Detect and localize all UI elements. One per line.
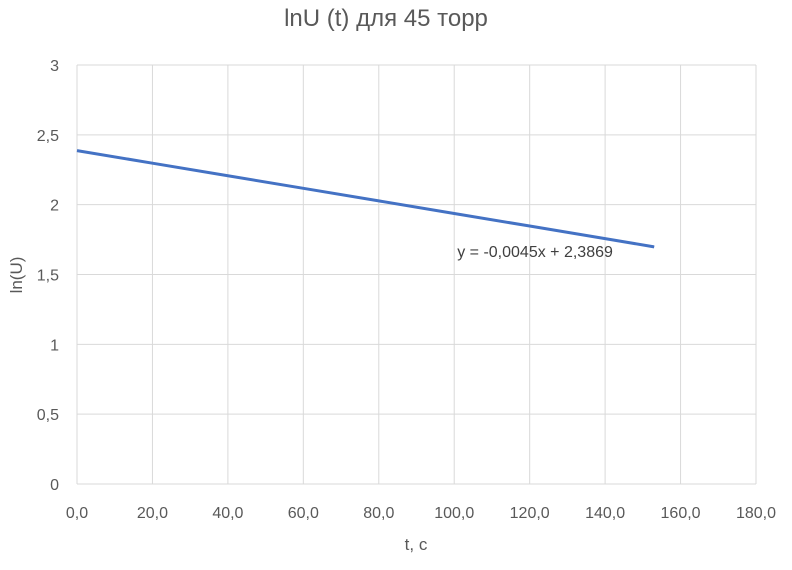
x-tick-label: 140,0: [585, 505, 625, 522]
y-tick-labels: 0 0,5 1 1,5 2 2,5 3: [37, 58, 59, 494]
x-tick-label: 180,0: [736, 505, 776, 522]
x-tick-label: 100,0: [434, 505, 474, 522]
x-tick-label: 160,0: [661, 505, 701, 522]
x-tick-label: 20,0: [137, 505, 168, 522]
trendline-equation: y = -0,0045x + 2,3869: [457, 244, 613, 261]
y-axis-label: ln(U): [7, 257, 26, 294]
y-tick-label: 2: [50, 198, 59, 215]
y-tick-label: 0: [50, 477, 59, 494]
trendline: [76, 149, 655, 248]
grid: [76, 64, 757, 485]
x-tick-label: 60,0: [288, 505, 319, 522]
series-group: [76, 149, 655, 249]
chart-title: lnU (t) для 45 торр: [284, 5, 488, 32]
x-tick-label: 120,0: [510, 505, 550, 522]
x-tick-label: 80,0: [363, 505, 394, 522]
y-tick-label: 2,5: [37, 128, 59, 145]
y-tick-label: 1: [50, 337, 59, 354]
x-axis-label: t, с: [405, 535, 428, 554]
x-tick-label: 0,0: [66, 505, 88, 522]
y-tick-label: 3: [50, 58, 59, 75]
x-tick-labels: 0,0 20,0 40,0 60,0 80,0 100,0 120,0 140,0 160,0 1…: [66, 505, 776, 522]
y-tick-label: 0,5: [37, 407, 59, 424]
x-tick-label: 40,0: [212, 505, 243, 522]
y-tick-label: 1,5: [37, 268, 59, 285]
